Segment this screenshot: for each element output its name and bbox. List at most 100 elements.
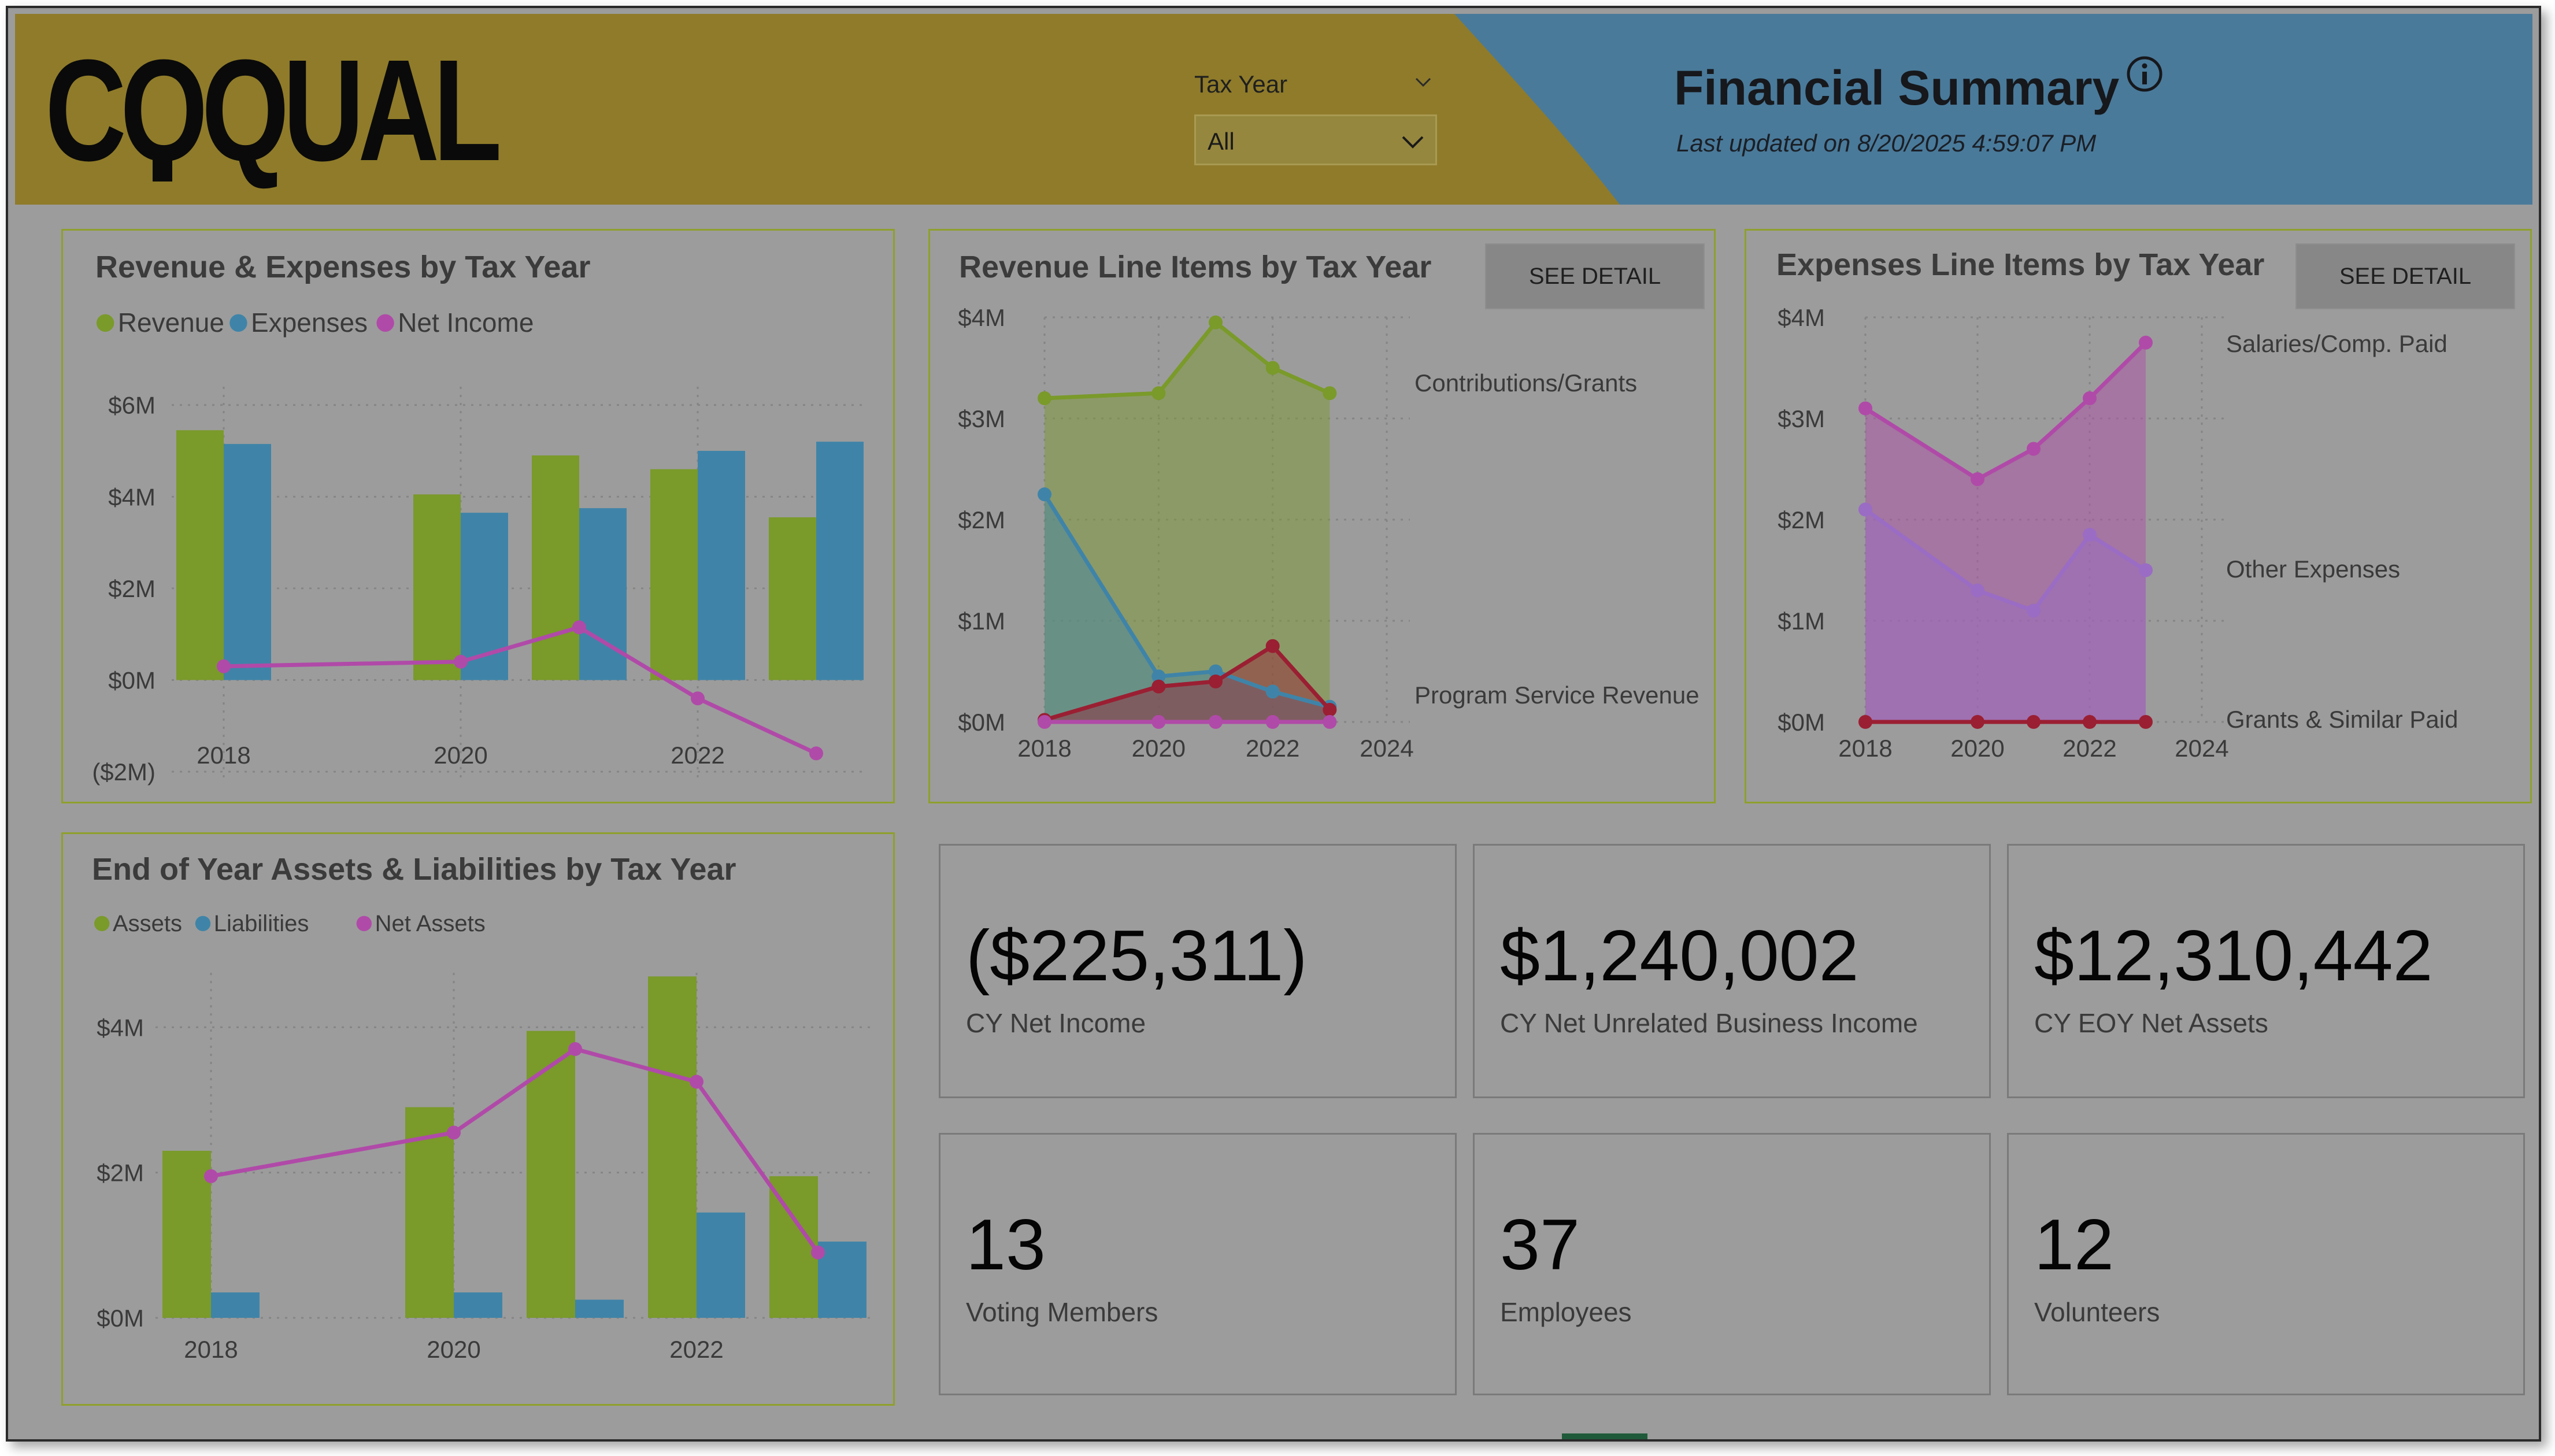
kpi-card-net-assets: $12,310,442 CY EOY Net Assets [2007, 844, 2525, 1098]
line-point [2083, 715, 2097, 729]
kpi-label: Volunteers [2034, 1297, 2160, 1327]
legend-label: Net Assets [375, 911, 486, 936]
line-point [1038, 487, 1051, 502]
line-point [2139, 335, 2153, 350]
bar-revenue [176, 430, 224, 680]
line-point [1151, 715, 1166, 729]
bar-assets [405, 1107, 454, 1318]
line-point [1151, 386, 1166, 401]
line-point [691, 691, 705, 706]
line-point [1971, 715, 1984, 729]
kpi-label: CY Net Income [966, 1008, 1146, 1038]
line-point [1858, 502, 1872, 517]
legend-label: Assets [113, 911, 182, 936]
expenses-line-items-card: Expenses Line Items by Tax Year SEE DETA… [1745, 229, 2532, 803]
area-salaries-comp-paid [1865, 342, 2146, 722]
chevron-down-icon [1402, 136, 1424, 149]
card-title: Expenses Line Items by Tax Year [1776, 247, 2265, 282]
area-program-service-revenue [1045, 494, 1330, 722]
y-tick-label: $1M [958, 607, 1005, 635]
y-tick-label: $2M [108, 575, 155, 602]
x-tick-label: 2018 [1838, 735, 1892, 762]
line-point [690, 1075, 703, 1089]
line-point [1265, 361, 1280, 375]
area-other-expenses [1865, 509, 2146, 722]
line-point [217, 659, 231, 673]
x-tick-label: 2022 [1246, 735, 1299, 762]
legend-marker [229, 314, 247, 332]
expenses-line-items-chart: $4M $3M $2M $1M $0M 2018 2020 2022 2024 Salaries/… [1778, 304, 2458, 762]
coqual-logo: COQUAL [45, 29, 502, 191]
bar-liabilities [454, 1292, 502, 1318]
chevron-down-icon[interactable] [1413, 72, 1434, 92]
bar-assets [527, 1031, 575, 1318]
kpi-card-net-income: ($225,311) CY Net Income [939, 844, 1457, 1098]
y-tick-label: $2M [97, 1159, 144, 1187]
x-tick-label: 2024 [1360, 735, 1413, 762]
tax-year-selected-value: All [1208, 128, 1235, 155]
bar-revenue [769, 517, 816, 680]
area-contributions-grants [1045, 322, 1330, 722]
line-point [2027, 442, 2041, 456]
line-point [572, 620, 586, 635]
line-point [454, 654, 468, 669]
y-tick-label: $6M [108, 392, 155, 419]
revenue-expenses-chart: Revenue Expenses Net Income $6M $4M $2M $0M ($2… [92, 307, 867, 786]
y-tick-label: $2M [1778, 506, 1825, 534]
line-point [1265, 715, 1280, 729]
info-icon[interactable] [2125, 54, 2164, 94]
x-tick-label: 2018 [1017, 735, 1071, 762]
y-tick-label: $0M [1778, 709, 1825, 736]
last-updated-text: Last updated on 8/20/2025 4:59:07 PM [1676, 129, 2097, 157]
series-label: Contributions/Grants [1414, 369, 1637, 397]
assets-liabilities-card: End of Year Assets & Liabilities by Tax … [61, 832, 895, 1406]
see-detail-button[interactable]: SEE DETAIL [1485, 243, 1705, 309]
kpi-label: CY EOY Net Assets [2034, 1008, 2268, 1038]
bar-liabilities [211, 1292, 260, 1318]
kpi-value: $1,240,002 [1500, 916, 1859, 996]
line-point [1265, 639, 1280, 653]
card-title: Revenue Line Items by Tax Year [959, 250, 1432, 284]
tax-year-filter-label: Tax Year [1194, 71, 1288, 98]
line-point [1209, 664, 1223, 679]
line-point [1858, 715, 1872, 729]
y-tick-label: $0M [108, 667, 155, 694]
y-tick-label: $3M [958, 405, 1005, 432]
page-tab-strip [8, 1432, 2539, 1439]
series-label: Salaries/Comp. Paid [2226, 330, 2447, 357]
legend-label: Expenses [251, 307, 368, 338]
line-point [1151, 669, 1166, 684]
line-point [2139, 715, 2153, 729]
bar-assets [648, 976, 697, 1318]
card-title: End of Year Assets & Liabilities by Tax … [92, 852, 736, 887]
bar-revenue [650, 469, 698, 680]
kpi-value: $12,310,442 [2034, 916, 2433, 996]
see-detail-button[interactable]: SEE DETAIL [2295, 243, 2515, 309]
y-tick-label: $4M [1778, 304, 1825, 331]
active-page-indicator[interactable] [1562, 1433, 1647, 1439]
y-tick-label: $4M [97, 1014, 144, 1041]
line-point [2083, 528, 2097, 542]
x-tick-label: 2020 [427, 1336, 480, 1363]
line-point [1323, 703, 1337, 717]
bar-liabilities [818, 1242, 867, 1318]
revenue-expenses-card: Revenue & Expenses by Tax Year Revenue Ex… [61, 229, 895, 803]
line-point [1971, 583, 1984, 598]
kpi-value: ($225,311) [966, 916, 1308, 996]
report-header: COQUAL Tax Year All Financial Summary La… [15, 14, 2532, 205]
revenue-line-items-card: Revenue Line Items by Tax Year SEE DETAI… [928, 229, 1716, 803]
revenue-line-items-chart: $4M $3M $2M $1M $0M 2018 2020 2022 2024 Contribut… [958, 304, 1699, 762]
line-point [447, 1125, 461, 1140]
kpi-card-voting-members: 13 Voting Members [939, 1133, 1457, 1395]
bar-liabilities [697, 1212, 745, 1318]
legend-marker [195, 916, 211, 931]
line-point [2083, 391, 2097, 405]
bar-expenses [224, 444, 271, 680]
card-title: Revenue & Expenses by Tax Year [95, 250, 591, 284]
legend-marker [97, 314, 114, 332]
tax-year-dropdown[interactable]: All [1194, 114, 1437, 165]
kpi-value: 12 [2034, 1205, 2114, 1285]
series-label: Other Expenses [2226, 555, 2400, 583]
line-point [2139, 563, 2153, 577]
legend-marker [356, 916, 372, 931]
